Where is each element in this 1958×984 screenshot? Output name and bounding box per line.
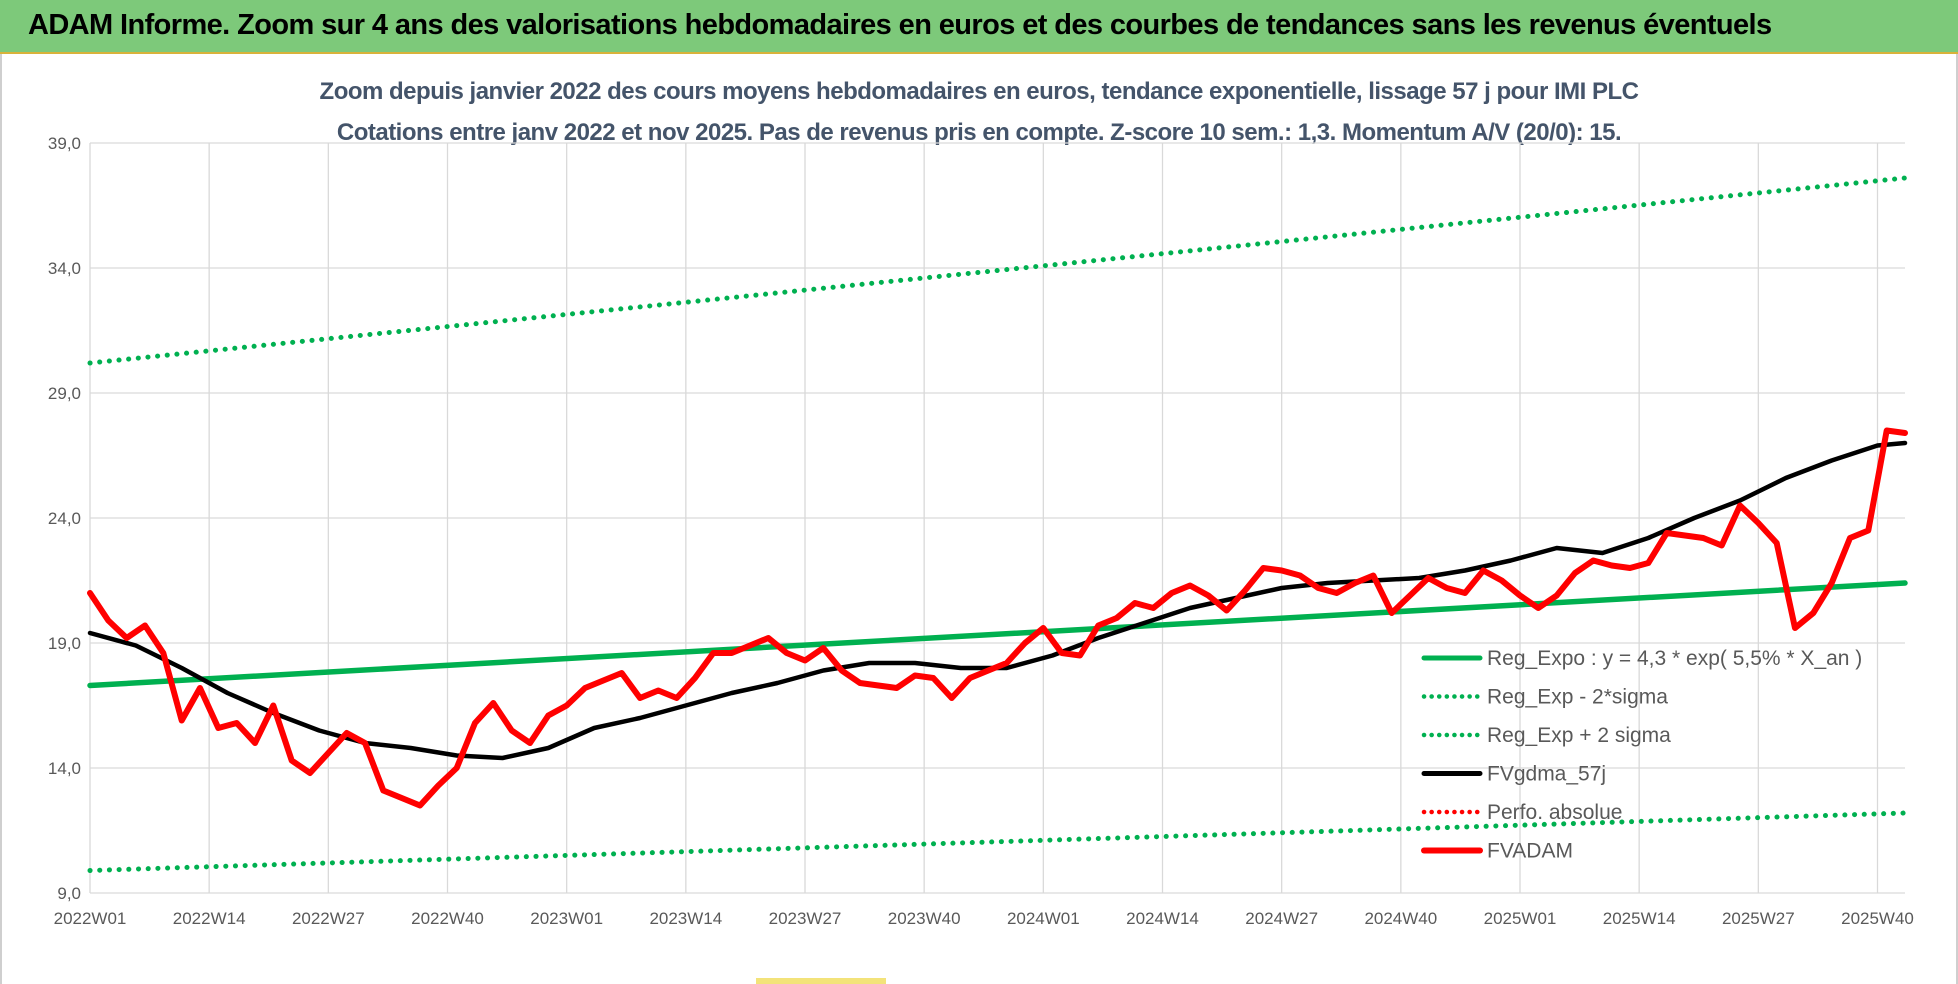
series-line-1 xyxy=(87,810,1908,873)
x-tick-label: 2025W14 xyxy=(1603,909,1676,928)
y-tick-label: 19,0 xyxy=(48,634,81,653)
x-tick-label: 2025W27 xyxy=(1722,909,1795,928)
legend-label: FVgdma_57j xyxy=(1487,763,1606,786)
x-tick-label: 2025W40 xyxy=(1841,909,1914,928)
bottom-marker xyxy=(756,978,886,984)
series-line-5 xyxy=(87,427,1908,809)
legend-label: Reg_Exp + 2 sigma xyxy=(1487,724,1671,747)
y-tick-label: 39,0 xyxy=(48,134,81,153)
x-tick-label: 2023W14 xyxy=(649,909,722,928)
y-tick-label: 14,0 xyxy=(48,759,81,778)
banner: ADAM Informe. Zoom sur 4 ans des valoris… xyxy=(0,0,1958,54)
legend-label: Reg_Expo : y = 4,3 * exp( 5,5% * X_an ) xyxy=(1487,647,1862,670)
x-tick-label: 2024W01 xyxy=(1007,909,1080,928)
x-tick-label: 2024W27 xyxy=(1245,909,1318,928)
series-line-3 xyxy=(87,440,1908,761)
x-tick-label: 2022W01 xyxy=(54,909,127,928)
x-tick-label: 2023W27 xyxy=(769,909,842,928)
series-line-2 xyxy=(87,175,1908,366)
x-tick-label: 2022W27 xyxy=(292,909,365,928)
y-tick-label: 29,0 xyxy=(48,384,81,403)
x-tick-label: 2024W40 xyxy=(1364,909,1437,928)
chart-title: Zoom depuis janvier 2022 des cours moyen… xyxy=(319,78,1639,105)
legend-label: FVADAM xyxy=(1487,840,1573,863)
x-tick-label: 2023W40 xyxy=(888,909,961,928)
x-tick-label: 2022W40 xyxy=(411,909,484,928)
chart-subtitle: Cotations entre janv 2022 et nov 2025. P… xyxy=(336,119,1622,146)
x-tick-label: 2022W14 xyxy=(173,909,246,928)
legend-label: Perfo. absolue xyxy=(1487,801,1622,824)
x-tick-label: 2024W14 xyxy=(1126,909,1199,928)
series-line-0 xyxy=(87,580,1908,689)
legend-label: Reg_Exp - 2*sigma xyxy=(1487,686,1668,709)
x-tick-label: 2023W01 xyxy=(530,909,603,928)
x-tick-label: 2025W01 xyxy=(1484,909,1557,928)
chart-frame xyxy=(0,54,1958,984)
y-tick-label: 34,0 xyxy=(48,259,81,278)
y-tick-label: 24,0 xyxy=(48,509,81,528)
banner-title: ADAM Informe. Zoom sur 4 ans des valoris… xyxy=(28,9,1772,41)
y-tick-label: 9,0 xyxy=(57,884,81,903)
